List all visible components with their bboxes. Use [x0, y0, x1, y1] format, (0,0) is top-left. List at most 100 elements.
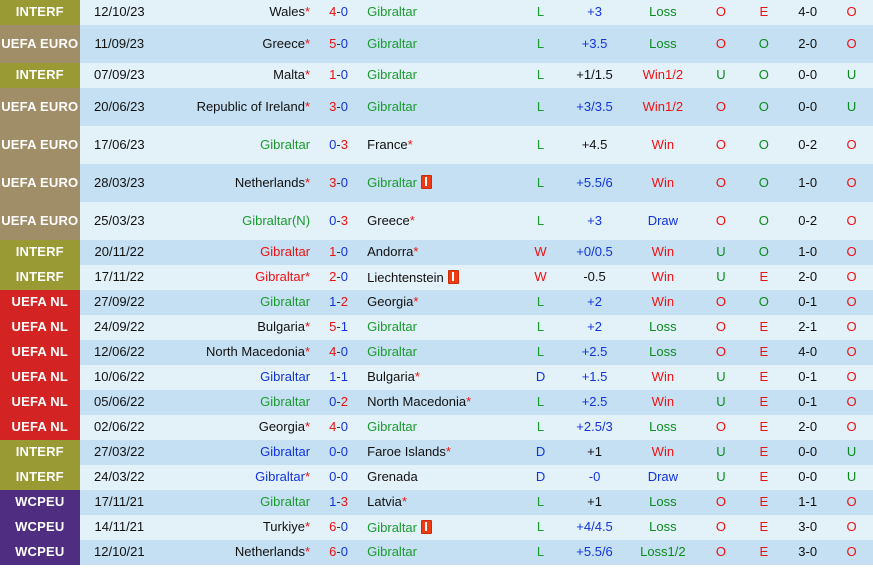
competition-badge[interactable]: WCPEU [0, 540, 80, 565]
home-team[interactable]: Gibraltar [260, 294, 311, 310]
away-team[interactable]: Gibraltar [367, 419, 417, 435]
competition-badge[interactable]: WCPEU [0, 490, 80, 515]
competition-badge[interactable]: INTERF [0, 63, 80, 88]
competition-badge[interactable]: WCPEU [0, 515, 80, 540]
table-row[interactable]: WCPEU 17/11/21 Gibraltar 1-3 Latvia* L +1 Loss O… [0, 490, 873, 515]
competition-badge[interactable]: UEFA NL [0, 315, 80, 340]
competition-badge[interactable]: UEFA EURO [0, 25, 80, 63]
away-team[interactable]: Grenada [367, 469, 418, 485]
final-score: 1-3 [329, 494, 348, 510]
away-team[interactable]: Bulgaria* [367, 369, 420, 385]
home-team[interactable]: Netherlands* [234, 544, 311, 560]
home-team[interactable]: Gibraltar* [255, 269, 311, 285]
away-team[interactable]: Gibraltar [367, 164, 518, 202]
away-team[interactable]: Gibraltar [367, 515, 518, 540]
home-team[interactable]: Gibraltar [260, 444, 311, 460]
competition-badge[interactable]: INTERF [0, 265, 80, 290]
competition-badge[interactable]: UEFA NL [0, 365, 80, 390]
competition-badge[interactable]: INTERF [0, 440, 80, 465]
home-team[interactable]: North Macedonia* [205, 344, 311, 360]
away-team[interactable]: Faroe Islands* [367, 444, 451, 460]
over-under-first: O [715, 344, 727, 360]
home-team[interactable]: Wales* [269, 4, 311, 20]
table-row[interactable]: UEFA NL 02/06/22 Georgia* 4-0 Gibraltar L +2.5… [0, 415, 873, 440]
home-team[interactable]: Gibraltar [260, 394, 311, 410]
home-team[interactable]: Greece* [262, 35, 311, 51]
final-score: 1-0 [329, 67, 348, 83]
competition-badge[interactable]: UEFA NL [0, 390, 80, 415]
away-team[interactable]: Gibraltar [367, 4, 417, 20]
over-under-first: U [716, 444, 726, 460]
match-result: D [535, 469, 546, 485]
table-row[interactable]: UEFA NL 05/06/22 Gibraltar 0-2 North Macedon… [0, 390, 873, 415]
competition-badge[interactable]: INTERF [0, 240, 80, 265]
away-team[interactable]: Gibraltar [367, 344, 417, 360]
home-team[interactable]: Turkiye* [262, 519, 311, 535]
competition-badge[interactable]: INTERF [0, 465, 80, 490]
home-team[interactable]: Gibraltar [260, 494, 311, 510]
over-under-second: E [759, 519, 769, 535]
home-team[interactable]: Malta* [273, 67, 311, 83]
away-team[interactable]: Greece* [367, 212, 415, 228]
competition-badge[interactable]: UEFA EURO [0, 126, 80, 164]
home-team[interactable]: Gibraltar* [255, 469, 311, 485]
competition-badge[interactable]: UEFA NL [0, 290, 80, 315]
table-row[interactable]: INTERF 20/11/22 Gibraltar 1-0 Andorra* W +0/0.… [0, 240, 873, 265]
home-team[interactable]: Gibraltar(N) [242, 212, 311, 228]
away-team[interactable]: France* [367, 136, 413, 152]
over-under-second: E [759, 394, 769, 410]
away-team[interactable]: Gibraltar [367, 319, 417, 335]
table-row[interactable]: INTERF 24/03/22 Gibraltar* 0-0 Grenada D -0 Dra… [0, 465, 873, 490]
away-team[interactable]: Georgia* [367, 294, 419, 310]
home-team[interactable]: Gibraltar [260, 136, 311, 152]
competition-badge[interactable]: UEFA NL [0, 415, 80, 440]
away-team[interactable]: Gibraltar [367, 67, 417, 83]
competition-badge[interactable]: UEFA EURO [0, 164, 80, 202]
halftime-score: 0-0 [798, 67, 818, 83]
home-team[interactable]: Gibraltar [260, 244, 311, 260]
over-under-second: E [759, 319, 769, 335]
match-date: 12/10/23 [94, 4, 145, 20]
table-row[interactable]: INTERF 07/09/23 Malta* 1-0 Gibraltar L +1/1.5 W… [0, 63, 873, 88]
away-team[interactable]: North Macedonia* [367, 394, 472, 410]
match-result: L [536, 174, 545, 190]
over-under-second: O [758, 212, 769, 228]
final-score: 1-1 [329, 369, 348, 385]
competition-badge[interactable]: UEFA EURO [0, 88, 80, 126]
table-row[interactable]: UEFA NL 12/06/22 North Macedonia* 4-0 Gibral… [0, 340, 873, 365]
table-row[interactable]: UEFA EURO 28/03/23 Netherlands* 3-0 Gibralta… [0, 164, 873, 202]
away-team[interactable]: Gibraltar [367, 98, 417, 114]
home-team[interactable]: Georgia* [258, 419, 311, 435]
competition-badge[interactable]: UEFA EURO [0, 202, 80, 240]
over-under-second: O [758, 35, 769, 51]
table-row[interactable]: UEFA NL 24/09/22 Bulgaria* 5-1 Gibraltar L +2 L… [0, 315, 873, 340]
away-team[interactable]: Latvia* [367, 494, 407, 510]
handicap-result: Loss [649, 519, 677, 535]
table-row[interactable]: UEFA EURO 25/03/23 Gibraltar(N) 0-3 Greece* L… [0, 202, 873, 240]
away-team[interactable]: Gibraltar [367, 544, 417, 560]
table-row[interactable]: WCPEU 12/10/21 Netherlands* 6-0 Gibraltar L +5… [0, 540, 873, 565]
table-row[interactable]: UEFA NL 27/09/22 Gibraltar 1-2 Georgia* L +2 Wi… [0, 290, 873, 315]
away-team[interactable]: Andorra* [367, 244, 419, 260]
table-row[interactable]: UEFA NL 10/06/22 Gibraltar 1-1 Bulgaria* D +1.… [0, 365, 873, 390]
home-team[interactable]: Republic of Ireland* [196, 98, 311, 114]
match-date: 14/11/21 [94, 519, 145, 535]
table-row[interactable]: WCPEU 14/11/21 Turkiye* 6-0 Gibraltar L +4/4.5… [0, 515, 873, 540]
away-team[interactable]: Liechtenstein [367, 265, 518, 290]
table-row[interactable]: UEFA EURO 20/06/23 Republic of Ireland* 3-0… [0, 88, 873, 126]
home-team[interactable]: Bulgaria* [257, 319, 311, 335]
competition-badge[interactable]: INTERF [0, 0, 80, 25]
away-team[interactable]: Gibraltar [367, 35, 417, 51]
competition-badge[interactable]: UEFA NL [0, 340, 80, 365]
table-row[interactable]: INTERF 27/03/22 Gibraltar 0-0 Faroe Islands*… [0, 440, 873, 465]
over-under-second: E [759, 369, 769, 385]
home-team[interactable]: Netherlands* [234, 174, 311, 190]
table-row[interactable]: INTERF 12/10/23 Wales* 4-0 Gibraltar L +3 Loss O… [0, 0, 873, 25]
over-under-second: O [758, 98, 769, 114]
home-team[interactable]: Gibraltar [260, 369, 311, 385]
table-row[interactable]: INTERF 17/11/22 Gibraltar* 2-0 Liechtenstein… [0, 265, 873, 290]
table-row[interactable]: UEFA EURO 17/06/23 Gibraltar 0-3 France* L +4.… [0, 126, 873, 164]
match-result: W [534, 244, 547, 260]
table-row[interactable]: UEFA EURO 11/09/23 Greece* 5-0 Gibraltar L +3.… [0, 25, 873, 63]
